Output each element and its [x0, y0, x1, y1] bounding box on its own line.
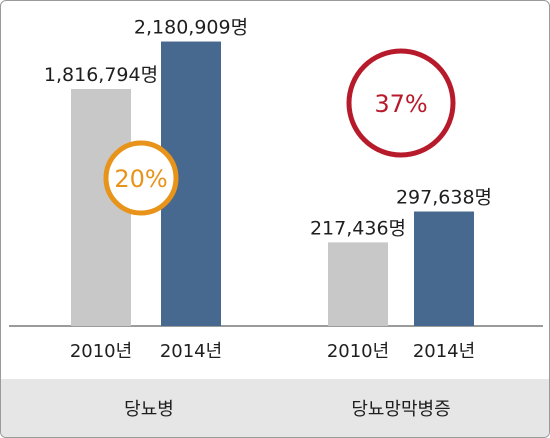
bar-retinopathy-2010: [328, 242, 388, 326]
tick-label-retinopathy-2014: 2014년: [413, 341, 475, 362]
increase-badge-text-retinopathy: 37%: [374, 90, 427, 118]
tick-label-diabetes-2014: 2014년: [160, 341, 222, 362]
footer-band: [1, 379, 549, 437]
bar-retinopathy-2014: [414, 211, 474, 326]
tick-label-diabetes-2010: 2010년: [70, 341, 132, 362]
data-label-retinopathy-2010: 217,436명: [310, 217, 406, 239]
increase-badge-ring-diabetes: [103, 140, 179, 216]
increase-badge-ring-retinopathy: [346, 48, 456, 158]
data-label-diabetes-2010: 1,816,794명: [44, 64, 158, 86]
panel-diabetic-retinopathy: 217,436명 297,638명 2010년 2014년 37% 당뇨망막병증: [310, 48, 492, 420]
panel-diabetes: 1,816,794명 2,180,909명 2010년 2014년 20% 당뇨…: [44, 17, 248, 420]
tick-label-retinopathy-2010: 2010년: [327, 341, 389, 362]
group-label-retinopathy: 당뇨망막병증: [351, 399, 450, 420]
increase-badge-text-diabetes: 20%: [114, 165, 167, 193]
group-label-diabetes: 당뇨병: [124, 399, 174, 420]
data-label-diabetes-2014: 2,180,909명: [134, 17, 248, 39]
data-label-retinopathy-2014: 297,638명: [396, 187, 492, 209]
